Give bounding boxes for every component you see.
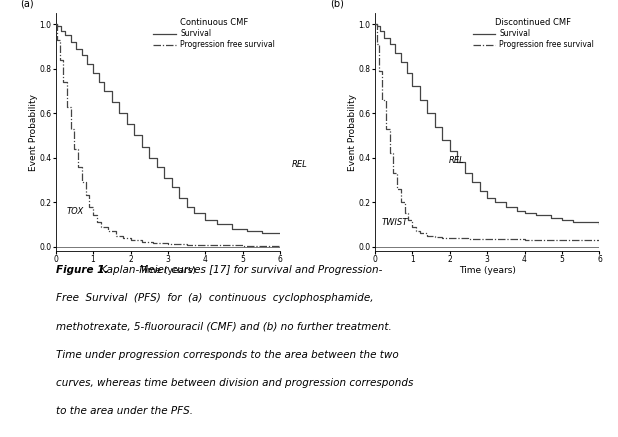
Text: TWIST: TWIST	[381, 218, 408, 227]
Text: REL: REL	[449, 156, 465, 165]
Y-axis label: Event Probability: Event Probability	[29, 94, 38, 170]
X-axis label: Time (years): Time (years)	[140, 266, 197, 274]
Text: TOX: TOX	[67, 207, 84, 216]
Text: Kaplan-Meier curves [17] for survival and Progression-: Kaplan-Meier curves [17] for survival an…	[97, 265, 383, 275]
Text: Figure 1.: Figure 1.	[56, 265, 108, 275]
Text: REL: REL	[292, 160, 307, 169]
Y-axis label: Event Probability: Event Probability	[348, 94, 357, 170]
Text: methotrexate, 5-fluorouracil (CMF) and (b) no further treatment.: methotrexate, 5-fluorouracil (CMF) and (…	[56, 321, 391, 331]
Text: curves, whereas time between division and progression corresponds: curves, whereas time between division an…	[56, 378, 413, 388]
Text: Free  Survival  (PFS)  for  (a)  continuous  cyclophosphamide,: Free Survival (PFS) for (a) continuous c…	[56, 293, 373, 303]
Text: (a): (a)	[20, 0, 33, 8]
Legend: Survival, Progression free survival: Survival, Progression free survival	[152, 17, 276, 51]
Legend: Survival, Progression free survival: Survival, Progression free survival	[471, 17, 596, 51]
Text: Time under progression corresponds to the area between the two: Time under progression corresponds to th…	[56, 350, 399, 360]
Text: to the area under the PFS.: to the area under the PFS.	[56, 406, 193, 416]
X-axis label: Time (years): Time (years)	[459, 266, 515, 274]
Text: (b): (b)	[330, 0, 344, 8]
